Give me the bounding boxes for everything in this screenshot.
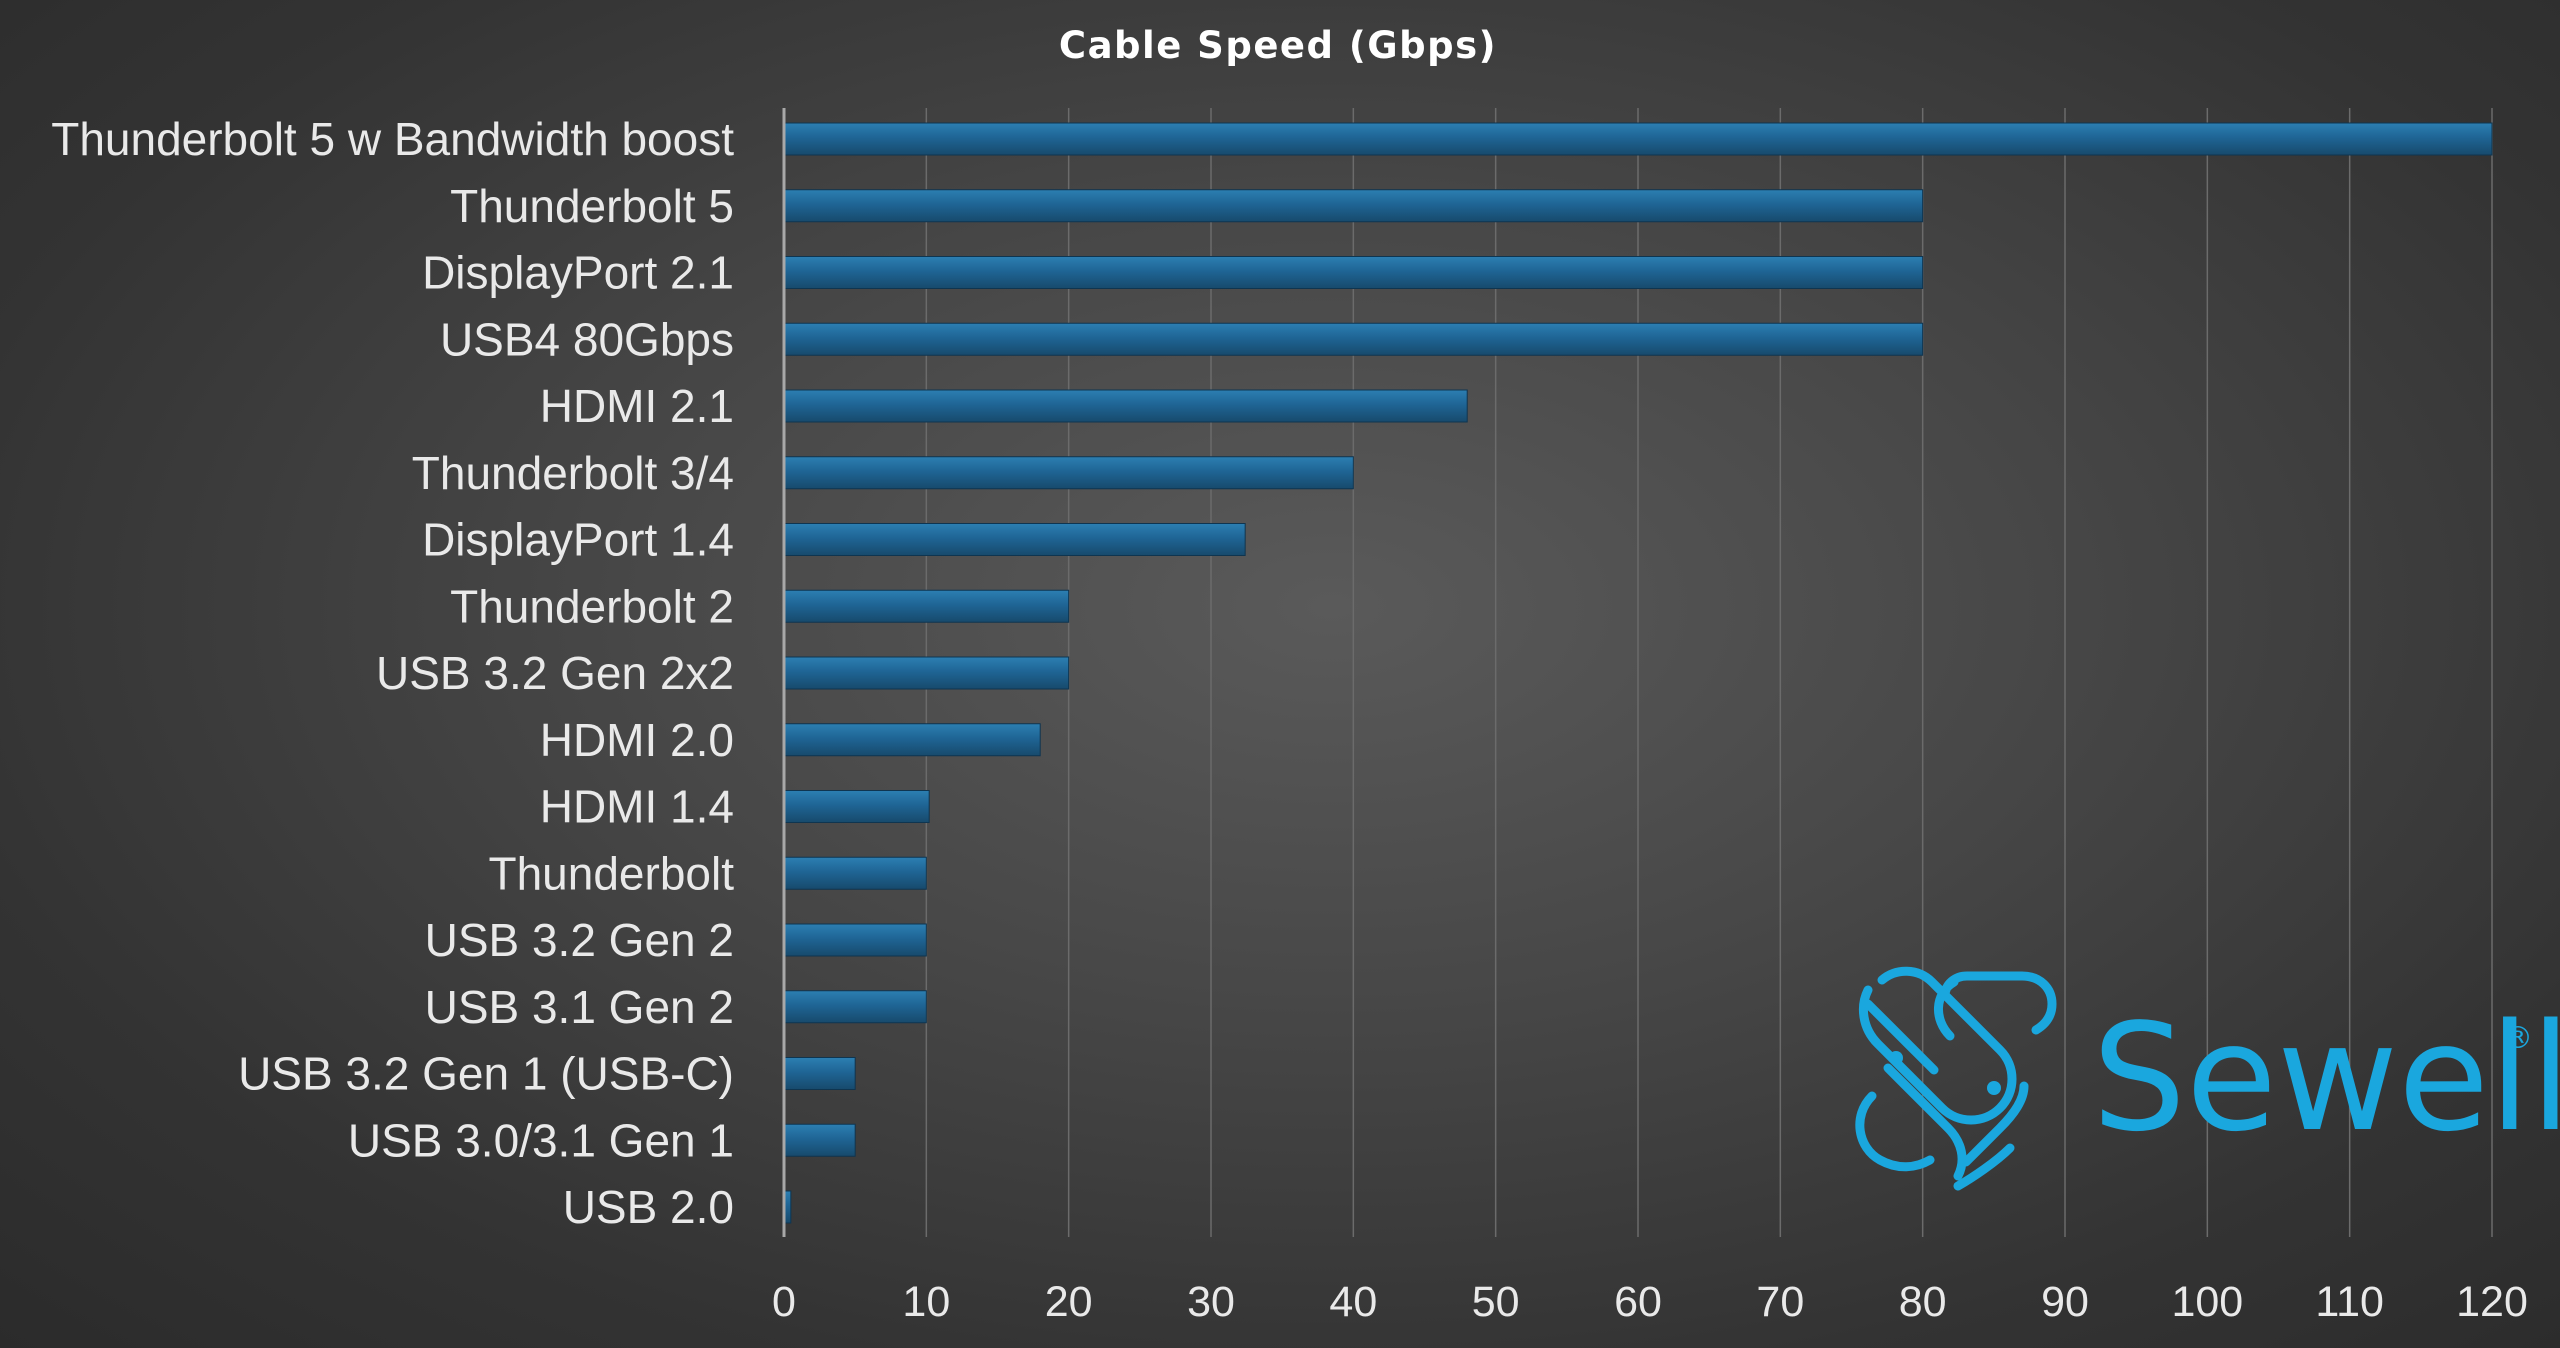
bar <box>783 656 1070 690</box>
category-labels: Thunderbolt 5 w Bandwidth boost Thunderbo… <box>51 113 734 1233</box>
bar <box>783 456 1354 490</box>
bar <box>783 256 1924 289</box>
x-tick-label: 90 <box>2041 1278 2089 1326</box>
sewell-logo: Sewell ® <box>1855 966 2560 1191</box>
x-tick-label: 70 <box>1756 1278 1804 1326</box>
gridlines <box>925 108 2493 1237</box>
bar <box>783 189 1924 223</box>
category-label: USB4 80Gbps <box>440 313 734 365</box>
x-tick-label: 80 <box>1899 1278 1947 1326</box>
bar <box>783 322 1924 356</box>
bar <box>783 1123 856 1157</box>
logo-dot-left <box>1889 1051 1903 1065</box>
category-label: USB 3.1 Gen 2 <box>425 981 734 1033</box>
category-label: HDMI 2.0 <box>540 714 734 766</box>
x-tick-label: 50 <box>1472 1278 1520 1326</box>
category-label: Thunderbolt <box>489 847 735 899</box>
bar <box>783 923 927 957</box>
category-label: HDMI 1.4 <box>540 781 734 833</box>
category-label: Thunderbolt 5 w Bandwidth boost <box>51 113 734 165</box>
bar <box>783 523 1246 556</box>
logo-registered-mark: ® <box>2503 1021 2533 1056</box>
x-tick-label: 110 <box>2315 1278 2384 1326</box>
x-tick-label: 100 <box>2171 1278 2243 1326</box>
bar <box>783 122 2493 156</box>
bar <box>783 990 927 1024</box>
category-label: DisplayPort 1.4 <box>422 514 734 566</box>
x-tick-label: 40 <box>1329 1278 1377 1326</box>
bar <box>783 589 1070 623</box>
category-label: Thunderbolt 3/4 <box>412 447 734 499</box>
x-tick-label: 20 <box>1045 1278 1093 1326</box>
category-label: USB 3.2 Gen 2 <box>425 914 734 966</box>
x-tick-label: 0 <box>772 1278 796 1326</box>
category-label: USB 3.0/3.1 Gen 1 <box>348 1114 734 1166</box>
bars <box>783 122 2493 1224</box>
bar <box>783 856 927 890</box>
category-label: Thunderbolt 2 <box>450 580 734 632</box>
x-tick-label: 60 <box>1614 1278 1662 1326</box>
x-axis-tick-labels: 0 10 20 30 40 50 60 70 80 90 100 110 120 <box>772 1278 2528 1326</box>
x-tick-label: 10 <box>902 1278 950 1326</box>
category-label: USB 3.2 Gen 1 (USB-C) <box>238 1048 734 1100</box>
chart-title: Cable Speed (Gbps) <box>1059 24 1497 67</box>
logo-dot-right <box>1987 1081 2001 1095</box>
category-label: USB 3.2 Gen 2x2 <box>376 647 734 699</box>
bar <box>783 723 1041 757</box>
logo-wordmark: Sewell <box>2092 992 2560 1164</box>
bar <box>783 790 930 823</box>
x-tick-label: 30 <box>1187 1278 1235 1326</box>
bar <box>783 389 1468 423</box>
category-label: USB 2.0 <box>563 1181 734 1233</box>
category-label: HDMI 2.1 <box>540 380 734 432</box>
bar <box>783 1057 856 1090</box>
x-tick-label: 120 <box>2456 1278 2528 1326</box>
category-label: Thunderbolt 5 <box>450 180 734 232</box>
category-label: DisplayPort 2.1 <box>422 247 734 299</box>
sewell-links-icon <box>1855 966 2057 1191</box>
